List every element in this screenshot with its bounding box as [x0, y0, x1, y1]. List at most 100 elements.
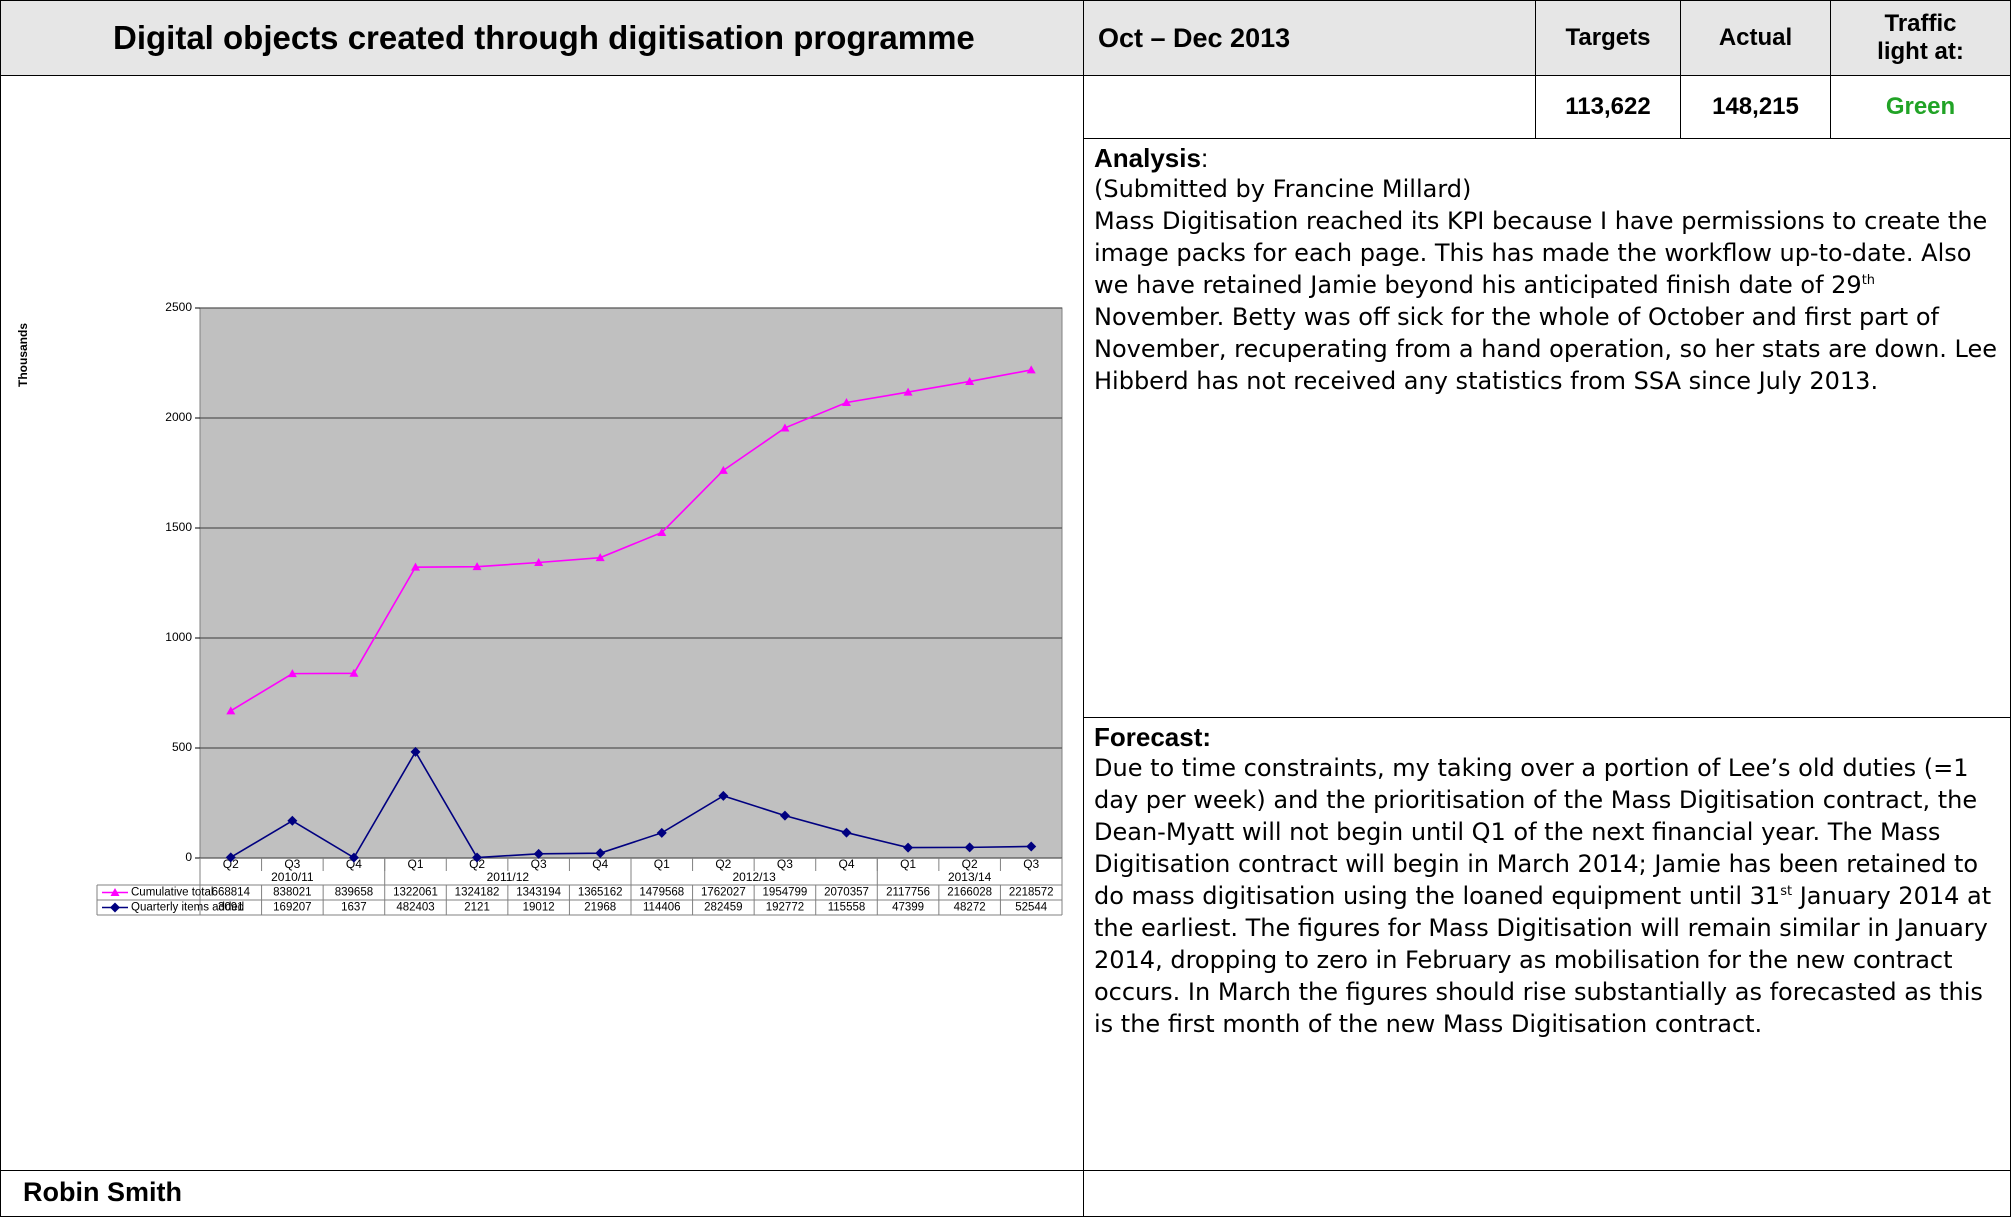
x-tick-label: Q4 — [838, 857, 854, 871]
data-label: 2218572 — [1009, 887, 1054, 899]
data-label: 47399 — [892, 902, 924, 914]
data-label: 1954799 — [763, 887, 808, 899]
data-label: 282459 — [704, 902, 742, 914]
data-label: 21968 — [584, 902, 616, 914]
group-label: 2012/13 — [732, 870, 776, 884]
point — [903, 387, 913, 396]
report-title: Digital objects created through digitisa… — [0, 0, 1084, 76]
y-tick-label: 2000 — [165, 410, 192, 424]
y-axis-label: Thousands — [16, 323, 30, 387]
data-label: 52544 — [1015, 902, 1048, 914]
group-label: 2013/14 — [948, 870, 992, 884]
forecast: Forecast: Due to time constraints, my ta… — [1083, 717, 2011, 1171]
forecast-heading: Forecast: — [1094, 722, 1212, 752]
y-tick-label: 2500 — [165, 300, 192, 314]
x-tick-label: Q3 — [777, 857, 793, 871]
point — [226, 706, 236, 715]
data-label: 1322061 — [393, 887, 438, 899]
data-label: 169207 — [273, 902, 311, 914]
data-label: 839658 — [335, 887, 373, 899]
text: Due to time constraints, my taking over … — [1094, 754, 1979, 910]
y-tick-label: 500 — [172, 740, 192, 754]
forecast-body: Due to time constraints, my taking over … — [1094, 752, 2000, 1040]
point — [287, 815, 298, 826]
analysis-colon: : — [1200, 143, 1209, 173]
analysis-heading: Analysis: — [1094, 143, 2000, 173]
point — [225, 852, 236, 863]
actual-value: 148,215 — [1680, 75, 1831, 139]
point — [780, 423, 790, 432]
data-label: 1479568 — [639, 887, 684, 899]
text: November. Betty was off sick for the who… — [1094, 303, 1998, 395]
data-label: 1637 — [341, 902, 367, 914]
y-tick-label: 1500 — [165, 520, 192, 534]
period: Oct – Dec 2013 — [1083, 0, 1536, 76]
analysis: Analysis: (Submitted by Francine Millard… — [1083, 138, 2011, 718]
data-label: 482403 — [396, 902, 434, 914]
footer-name: Robin Smith — [0, 1170, 1084, 1217]
data-label: 1365162 — [578, 887, 623, 899]
y-tick-label: 0 — [185, 850, 192, 864]
legend-label: Quarterly items added — [131, 902, 244, 914]
data-label: 2070357 — [824, 887, 869, 899]
x-tick-label: Q4 — [346, 857, 362, 871]
point — [287, 669, 297, 678]
text: Mass Digitisation reached its KPI becaus… — [1094, 207, 1988, 299]
point — [1026, 365, 1036, 374]
data-label: 668814 — [212, 887, 251, 899]
point — [842, 398, 851, 407]
data-label: 838021 — [273, 887, 311, 899]
superscript: st — [1780, 884, 1793, 899]
data-label: 3091 — [218, 902, 244, 914]
point — [348, 852, 359, 863]
x-tick-label: Q1 — [654, 857, 670, 871]
point — [110, 902, 120, 913]
point — [718, 790, 729, 801]
analysis-submitted: (Submitted by Francine Millard) — [1094, 175, 1472, 203]
empty-cell — [1083, 75, 1536, 139]
point — [657, 527, 667, 536]
plot-area — [199, 307, 1063, 859]
chart: 0 500 1000 1500 2000 2500 Thousands Q2 Q3 Q4 Q1 Q2 Q… — [16, 300, 1063, 916]
point — [903, 842, 914, 853]
x-tick-label: Q3 — [531, 857, 547, 871]
point — [410, 746, 421, 757]
x-tick-label: Q2 — [223, 857, 239, 871]
traffic-label: Traffic light at: — [1830, 0, 2011, 76]
group-label: 2010/11 — [271, 870, 314, 884]
point — [718, 465, 728, 474]
x-tick-label: Q1 — [407, 857, 423, 871]
data-label: 19012 — [523, 902, 555, 914]
point — [534, 557, 544, 566]
actual-label: Actual — [1680, 0, 1831, 76]
series-line — [230, 750, 1032, 859]
superscript: th — [1861, 273, 1876, 288]
legend-label: Cumulative total — [131, 887, 213, 899]
x-tick-label: Q2 — [469, 857, 485, 871]
point — [595, 848, 606, 859]
data-label: 2166028 — [947, 887, 992, 899]
x-tick-label: Q2 — [715, 857, 731, 871]
point — [1026, 841, 1037, 852]
point — [349, 668, 359, 677]
x-tick-label: Q4 — [592, 857, 608, 871]
data-label: 2121 — [464, 902, 490, 914]
analysis-title: Analysis — [1094, 143, 1201, 173]
analysis-body: Mass Digitisation reached its KPI becaus… — [1094, 205, 2000, 397]
point — [533, 848, 544, 859]
point — [110, 888, 120, 896]
y-tick-label: 1000 — [165, 630, 192, 644]
point — [411, 562, 420, 571]
point — [656, 827, 667, 838]
data-label: 48272 — [954, 902, 986, 914]
footer-empty — [1083, 1170, 2011, 1217]
point — [472, 852, 483, 863]
targets-label: Targets — [1535, 0, 1681, 76]
data-label: 115558 — [828, 902, 866, 914]
point — [964, 842, 975, 853]
traffic-value: Green — [1830, 75, 2011, 139]
data-label: 1762027 — [701, 887, 746, 899]
point — [841, 827, 852, 838]
series-line — [230, 369, 1032, 712]
